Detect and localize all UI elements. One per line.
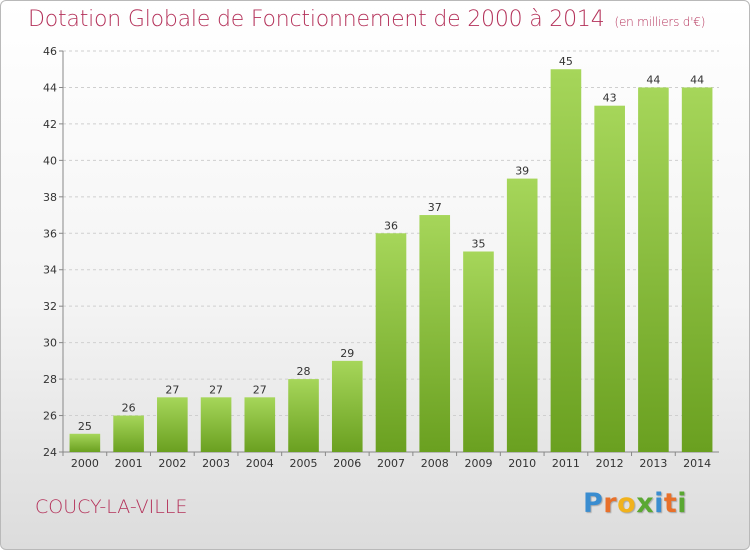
x-tick-label: 2001 (115, 457, 143, 470)
data-label: 26 (122, 402, 136, 415)
chart-title-text: Dotation Globale de Fonctionnement de 20… (28, 7, 605, 32)
x-tick-label: 2004 (246, 457, 274, 470)
y-tick-label: 36 (43, 227, 57, 240)
x-tick-label: 2010 (508, 457, 536, 470)
data-label: 44 (646, 73, 660, 86)
y-tick-label: 46 (43, 45, 57, 58)
data-label: 43 (603, 92, 617, 105)
data-label: 25 (78, 420, 92, 433)
bar (550, 69, 582, 453)
y-tick-label: 28 (43, 373, 57, 386)
logo-letter: x (636, 488, 655, 519)
y-tick-label: 32 (43, 300, 57, 313)
bar (69, 433, 101, 452)
data-label: 45 (559, 55, 573, 68)
x-tick-label: 2007 (377, 457, 405, 470)
x-tick-label: 2002 (158, 457, 186, 470)
bar (244, 397, 276, 452)
logo-letter: i (677, 488, 688, 519)
bar (594, 105, 625, 452)
bar (419, 215, 451, 452)
bar (200, 397, 232, 452)
x-tick-label: 2012 (596, 457, 624, 470)
chart-title: Dotation Globale de Fonctionnement de 20… (28, 7, 705, 32)
bar (113, 415, 144, 452)
data-label: 36 (384, 219, 398, 232)
x-tick-label: 2005 (290, 457, 318, 470)
x-tick-label: 2013 (639, 457, 667, 470)
data-label: 27 (165, 383, 179, 396)
y-tick-label: 40 (43, 154, 57, 167)
data-label: 27 (209, 383, 223, 396)
logo-letter: t (663, 488, 678, 519)
data-label: 27 (253, 383, 267, 396)
logo-letter: r (603, 488, 618, 519)
x-tick-label: 2014 (683, 457, 711, 470)
y-tick-label: 44 (43, 81, 57, 94)
x-tick-label: 2006 (333, 457, 361, 470)
bar (375, 233, 407, 452)
bar (331, 360, 363, 452)
bar (157, 397, 188, 452)
y-tick-label: 24 (43, 446, 57, 459)
y-tick-label: 26 (43, 410, 57, 423)
logo-letter: i (654, 488, 664, 519)
commune-name: COUCY-LA-VILLE (35, 496, 188, 518)
x-tick-label: 2003 (202, 457, 230, 470)
bar (681, 87, 713, 453)
y-tick-label: 42 (43, 118, 57, 131)
y-tick-label: 38 (43, 191, 57, 204)
data-label: 35 (471, 238, 485, 251)
logo-letter: P (583, 488, 604, 519)
proxiti-logo: Proxiti (583, 488, 687, 519)
data-label: 28 (297, 365, 311, 378)
data-label: 29 (340, 347, 354, 360)
x-tick-label: 2000 (71, 457, 99, 470)
bar (463, 251, 494, 452)
data-label: 37 (428, 201, 442, 214)
y-tick-label: 34 (43, 264, 57, 277)
unit-note: (en milliers d'€) (614, 15, 706, 29)
logo-letter: o (617, 488, 637, 519)
y-tick-label: 30 (43, 337, 57, 350)
x-tick-label: 2011 (552, 457, 580, 470)
bar (288, 379, 319, 452)
x-tick-label: 2009 (464, 457, 492, 470)
x-tick-label: 2008 (421, 457, 449, 470)
data-label: 44 (690, 73, 704, 86)
bar (638, 87, 669, 453)
bar (506, 178, 538, 452)
data-label: 39 (515, 165, 529, 178)
